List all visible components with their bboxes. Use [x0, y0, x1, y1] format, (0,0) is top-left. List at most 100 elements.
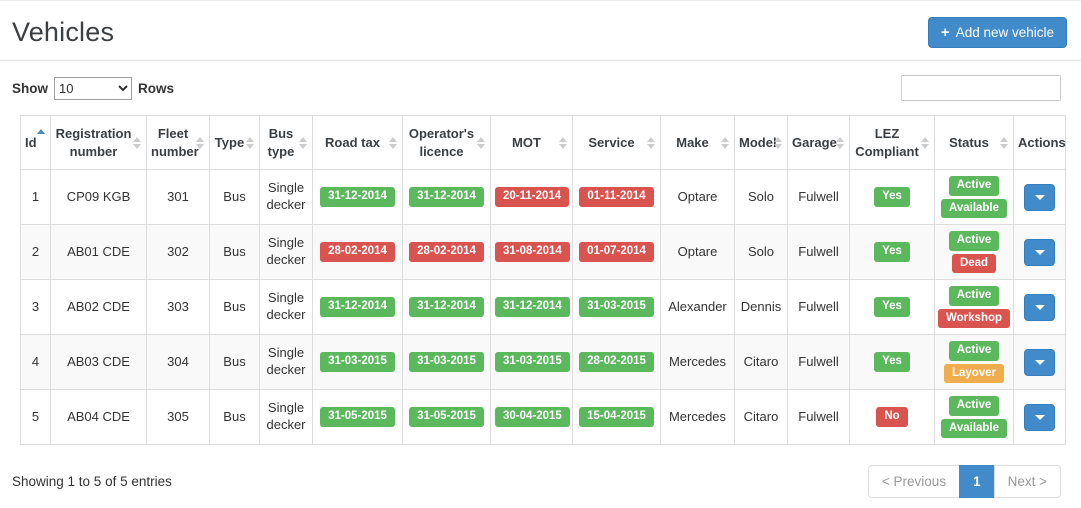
cell-status: Active Workshop — [934, 279, 1014, 335]
cell-mot: 20-11-2014 — [490, 169, 573, 225]
table-header-row: Id Registration number Fleet number Type Bus… — [20, 115, 1066, 170]
status-stack: Active Workshop — [938, 286, 1011, 328]
sort-asc-icon — [559, 136, 567, 142]
cell-mot: 31-08-2014 — [490, 224, 573, 280]
search-input[interactable] — [901, 75, 1061, 101]
column-header-actions: Actions — [1013, 115, 1066, 170]
cell-operators_licence: 31-03-2015 — [402, 334, 491, 390]
column-header-model[interactable]: Model — [734, 115, 788, 170]
cell-make: Optare — [660, 169, 735, 225]
sort-desc-icon — [836, 143, 844, 149]
column-label: Operator's licence — [408, 125, 475, 159]
cell-garage: Fulwell — [787, 334, 850, 390]
cell-operators_licence: 31-12-2014 — [402, 169, 491, 225]
sort-asc-icon — [477, 136, 485, 142]
column-header-registration-number[interactable]: Registration number — [50, 115, 147, 170]
sort-desc-icon — [647, 143, 655, 149]
status-badge: Workshop — [938, 308, 1011, 328]
sort-asc-icon — [921, 136, 929, 142]
status-badge: 31-12-2014 — [495, 297, 570, 317]
sort-asc-icon — [196, 136, 204, 142]
cell-bus_type: Single decker — [259, 389, 313, 445]
cell-status: Active Layover — [934, 334, 1014, 390]
column-header-operator-s-licence[interactable]: Operator's licence — [402, 115, 491, 170]
column-header-id[interactable]: Id — [20, 115, 51, 170]
cell-model: Dennis — [734, 279, 788, 335]
status-badge: 01-07-2014 — [579, 242, 654, 262]
column-header-lez-compliant[interactable]: LEZ Compliant — [849, 115, 935, 170]
cell-service: 01-11-2014 — [572, 169, 661, 225]
sort-icons — [921, 136, 929, 149]
row-actions-dropdown-button[interactable] — [1024, 238, 1055, 266]
chevron-down-icon — [1034, 359, 1045, 365]
column-header-garage[interactable]: Garage — [787, 115, 850, 170]
status-badge: 31-08-2014 — [495, 242, 570, 262]
cell-mot: 31-03-2015 — [490, 334, 573, 390]
pagination-next[interactable]: Next > — [993, 465, 1061, 498]
status-badge: Active — [948, 231, 1000, 251]
column-label: Type — [214, 134, 245, 150]
cell-service: 15-04-2015 — [572, 389, 661, 445]
status-badge: Dead — [951, 253, 997, 273]
status-stack: Active Available — [939, 396, 1009, 438]
status-stack: Active Available — [939, 176, 1009, 218]
cell-model: Citaro — [734, 334, 788, 390]
cell-operators_licence: 28-02-2014 — [402, 224, 491, 280]
cell-bus_type: Single decker — [259, 224, 313, 280]
cell-bus_type: Single decker — [259, 279, 313, 335]
status-badge: Active — [948, 176, 1000, 196]
add-new-vehicle-button[interactable]: + Add new vehicle — [927, 17, 1067, 48]
column-header-road-tax[interactable]: Road tax — [312, 115, 403, 170]
sort-desc-icon — [1000, 143, 1008, 149]
status-badge: 28-02-2015 — [579, 352, 654, 372]
row-actions-dropdown-button[interactable] — [1024, 183, 1055, 211]
pagination-page-1[interactable]: 1 — [959, 465, 995, 498]
cell-type: Bus — [209, 279, 260, 335]
sort-asc-icon — [389, 136, 397, 142]
column-header-make[interactable]: Make — [660, 115, 735, 170]
cell-garage: Fulwell — [787, 389, 850, 445]
sort-asc-icon — [299, 136, 307, 142]
cell-make: Mercedes — [660, 389, 735, 445]
cell-registration: AB01 CDE — [50, 224, 147, 280]
column-label: Road tax — [325, 134, 380, 150]
sort-icons — [246, 136, 254, 149]
cell-garage: Fulwell — [787, 169, 850, 225]
status-badge: Active — [948, 286, 1000, 306]
row-actions-dropdown-button[interactable] — [1024, 348, 1055, 376]
sort-asc-icon — [721, 136, 729, 142]
table-row: 3 AB02 CDE 303 Bus Single decker 31-12-2014 31… — [20, 279, 1066, 335]
cell-registration: AB03 CDE — [50, 334, 147, 390]
column-header-type[interactable]: Type — [209, 115, 260, 170]
cell-operators_licence: 31-12-2014 — [402, 279, 491, 335]
cell-id: 2 — [20, 224, 51, 280]
column-label: Model — [739, 134, 777, 150]
sort-desc-icon — [299, 143, 307, 149]
status-badge: Active — [948, 396, 1000, 416]
row-actions-dropdown-button[interactable] — [1024, 403, 1055, 431]
sort-icons — [836, 136, 844, 149]
column-header-bus-type[interactable]: Bus type — [259, 115, 313, 170]
status-badge: 31-03-2015 — [495, 352, 570, 372]
sort-asc-icon — [647, 136, 655, 142]
cell-model: Solo — [734, 224, 788, 280]
cell-id: 5 — [20, 389, 51, 445]
sort-desc-icon — [921, 143, 929, 149]
column-header-service[interactable]: Service — [572, 115, 661, 170]
column-header-mot[interactable]: MOT — [490, 115, 573, 170]
cell-type: Bus — [209, 169, 260, 225]
column-header-status[interactable]: Status — [934, 115, 1014, 170]
sort-desc-icon — [477, 143, 485, 149]
pagination-previous[interactable]: < Previous — [867, 465, 961, 498]
page-size-select[interactable]: 10 — [54, 76, 132, 100]
cell-road_tax: 31-12-2014 — [312, 169, 403, 225]
cell-bus_type: Single decker — [259, 334, 313, 390]
sort-asc-icon — [774, 136, 782, 142]
column-header-fleet-number[interactable]: Fleet number — [146, 115, 210, 170]
cell-id: 4 — [20, 334, 51, 390]
status-badge: 31-12-2014 — [409, 187, 484, 207]
page-title: Vehicles — [12, 17, 115, 47]
plus-icon: + — [940, 24, 950, 41]
row-actions-dropdown-button[interactable] — [1024, 293, 1055, 321]
column-label: Garage — [792, 134, 837, 150]
